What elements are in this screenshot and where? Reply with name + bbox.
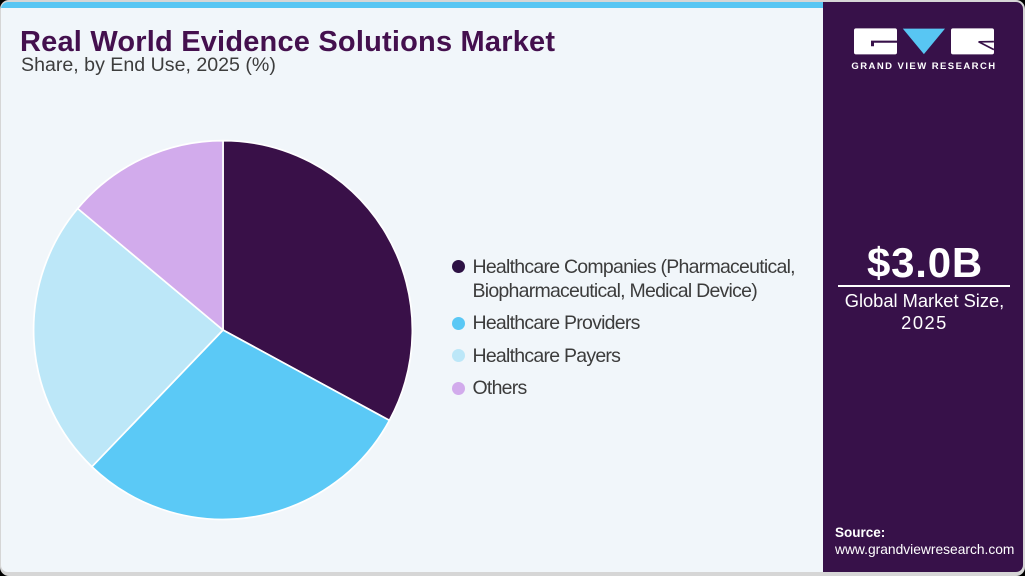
svg-text:GRAND VIEW RESEARCH: GRAND VIEW RESEARCH — [851, 61, 996, 72]
